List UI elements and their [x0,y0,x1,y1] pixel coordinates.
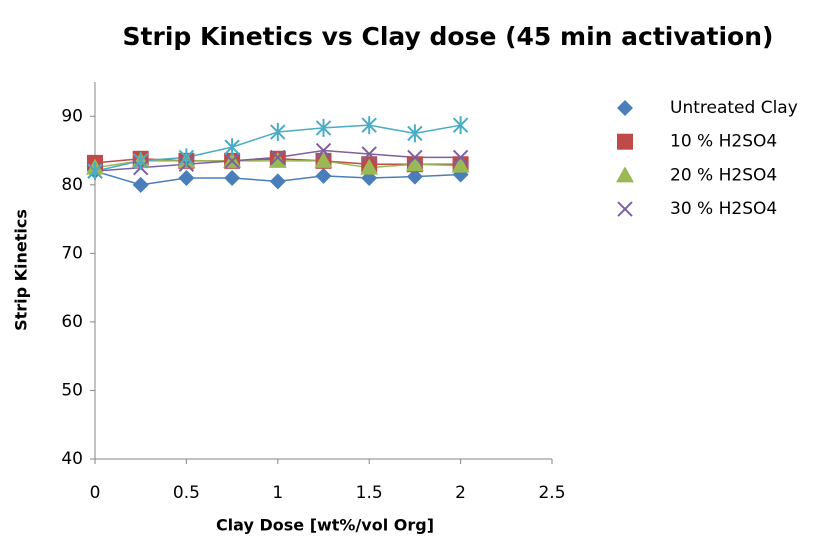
point [270,149,286,166]
legend-marker [617,100,633,116]
point [224,138,240,157]
y-tick-label: 50 [61,380,83,400]
legend-label: 30 % H2SO4 [670,199,777,219]
point [407,149,423,166]
point [452,149,469,166]
x-tick-label: 0 [90,483,101,503]
point [361,146,377,162]
x-tick-label: 2.5 [538,483,565,503]
point [406,168,423,185]
y-axis-title: Strip Kinetics [12,209,31,331]
point [178,169,195,186]
point [315,142,332,159]
y-tick-label: 70 [61,243,83,263]
legend-marker [617,201,633,217]
point [405,155,424,172]
point [407,124,423,143]
point [451,156,470,173]
point [361,116,377,135]
legend-label: Untreated Clay [670,98,798,118]
point [87,162,103,181]
x-tick-label: 0.5 [173,483,200,503]
point [315,167,332,184]
point [224,169,241,186]
point [132,176,149,193]
legend-marker [616,166,634,183]
chart-title: Strip Kinetics vs Clay dose (45 min acti… [123,22,774,51]
legend-label: 20 % H2SO4 [670,165,777,185]
point [314,151,333,168]
x-tick-label: 1 [272,483,283,503]
point [224,153,240,169]
y-tick-label: 60 [61,312,83,332]
point [452,116,469,135]
y-tick-label: 90 [61,106,83,126]
point [269,173,286,190]
x-tick-label: 2 [455,483,466,503]
legend-marker [617,133,633,150]
point [178,148,195,167]
y-tick-label: 40 [61,449,83,469]
y-tick-label: 80 [61,175,83,195]
point [270,123,286,142]
point [268,151,287,168]
point [132,151,149,170]
x-axis-title: Clay Dose [wt%/vol Org] [216,516,434,535]
legend-label: 10 % H2SO4 [670,132,777,152]
point [360,158,379,175]
point [315,118,332,137]
x-tick-label: 1.5 [356,483,383,503]
